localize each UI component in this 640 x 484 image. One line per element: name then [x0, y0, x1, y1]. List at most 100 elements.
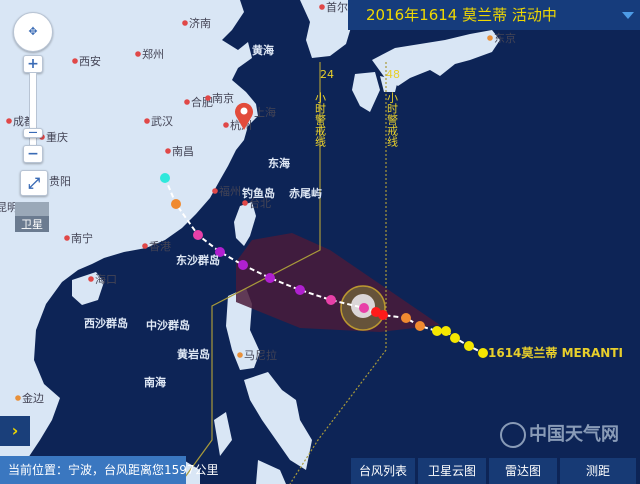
typhoon-track	[160, 173, 488, 358]
island-label-huangyan: 黄岩岛	[177, 347, 210, 361]
city-dot-icon	[184, 99, 190, 105]
track-point[interactable]	[295, 285, 305, 295]
city-label: 济南	[189, 16, 211, 30]
typhoon-selector[interactable]: 2016年1614 莫兰蒂 活动中	[348, 0, 640, 30]
philippines-south	[214, 372, 312, 484]
satellite-label: 卫星	[15, 216, 49, 232]
track-point[interactable]	[415, 321, 425, 331]
pan-control[interactable]: ✥	[13, 12, 53, 52]
fullscreen-button[interactable]: ⤢	[20, 170, 48, 196]
city-label: 贵阳	[49, 175, 71, 188]
city-dot-icon	[142, 243, 148, 249]
track-point[interactable]	[215, 247, 225, 257]
track-point[interactable]	[432, 326, 442, 336]
japan	[352, 30, 500, 112]
city-dot-icon	[223, 122, 229, 128]
sea-label-huanghai: 黄海	[252, 43, 274, 57]
city-dot-icon	[135, 51, 141, 57]
typhoon-title: 2016年1614 莫兰蒂 活动中	[366, 6, 557, 24]
track-point[interactable]	[450, 333, 460, 343]
city-dot-icon	[165, 148, 171, 154]
watermark-text: 中国天气网	[529, 424, 619, 445]
city-label: 南昌	[172, 145, 194, 158]
sea-label-donghai: 东海	[268, 156, 290, 170]
city-label: 重庆	[46, 130, 68, 144]
city-label: 武汉	[151, 115, 173, 128]
island-label-chiwei: 赤尾屿	[289, 186, 322, 200]
track-point[interactable]	[478, 348, 488, 358]
city-dot-icon	[319, 4, 325, 10]
track-point[interactable]	[378, 310, 388, 320]
city-label: 马尼拉	[244, 348, 277, 362]
track-point[interactable]	[171, 199, 181, 209]
mainland-china	[0, 0, 258, 484]
warning-line-24h	[179, 62, 321, 484]
track-point[interactable]	[238, 260, 248, 270]
sea-label-nanhai: 南海	[144, 375, 166, 389]
track-point[interactable]	[160, 173, 170, 183]
triangle-down-icon[interactable]	[622, 12, 634, 19]
track-point[interactable]	[326, 295, 336, 305]
logo-seal-icon	[500, 422, 526, 448]
track-point[interactable]	[464, 341, 474, 351]
city-dot-icon	[237, 352, 243, 358]
city-label: 金边	[22, 391, 44, 405]
philippines-luzon	[226, 288, 260, 370]
warning-48h-hours: 48	[386, 68, 400, 81]
city-dot-icon	[144, 118, 150, 124]
track-point[interactable]	[193, 230, 203, 240]
hainan-island	[72, 272, 104, 305]
track-point[interactable]	[441, 326, 451, 336]
forecast-cone	[236, 233, 440, 332]
warning-48h-text: 小时警戒线	[386, 92, 399, 147]
city-label: 首尔	[326, 0, 348, 14]
city-label: 南宁	[71, 231, 93, 245]
city-dot-icon	[64, 235, 70, 241]
city-dot-icon	[182, 20, 188, 26]
typhoon-list-button[interactable]: 台风列表	[351, 458, 415, 484]
city-dot-icon	[6, 118, 12, 124]
satellite-cloud-button[interactable]: 卫星云图	[418, 458, 486, 484]
city-dot-icon	[15, 395, 21, 401]
measure-distance-button[interactable]: 测距	[560, 458, 636, 484]
expand-panel-button[interactable]: ›	[0, 416, 30, 446]
zoom-slider-handle[interactable]: —	[23, 128, 43, 138]
warning-line-48h	[289, 62, 387, 484]
city-dot-icon	[212, 188, 218, 194]
island-label-xisha: 西沙群岛	[84, 316, 128, 330]
korea	[300, 0, 352, 58]
current-location-status: 当前位置：宁波，台风距离您1597公里	[0, 456, 219, 484]
track-point[interactable]	[359, 303, 369, 313]
city-dot-icon	[88, 276, 94, 282]
satellite-layer-button[interactable]: 卫星	[15, 202, 49, 232]
zoom-in-button[interactable]: +	[23, 55, 43, 73]
city-label: 东京	[494, 31, 516, 45]
typhoon-label: 1614莫兰蒂 MERANTI	[488, 345, 623, 360]
city-dot-icon	[205, 95, 211, 101]
city-dot-icon	[487, 35, 493, 41]
location-pin-icon[interactable]	[234, 102, 254, 130]
taiwan-island	[234, 202, 256, 246]
city-label: 香港	[149, 240, 171, 253]
city-label: 西安	[79, 54, 101, 68]
warning-24h-hours: 24	[320, 68, 334, 81]
city-label: 福州	[219, 184, 241, 198]
city-dot-icon	[242, 200, 248, 206]
radar-button[interactable]: 雷达图	[489, 458, 557, 484]
island-label-dongsha: 东沙群岛	[176, 253, 220, 267]
city-label: 台北	[249, 196, 271, 210]
track-point[interactable]	[401, 313, 411, 323]
island-label-zhongsha: 中沙群岛	[146, 318, 190, 332]
city-label: 海口	[95, 272, 117, 286]
watermark-logo: 中国天气网	[500, 420, 619, 448]
city-label: 上海	[254, 105, 276, 119]
zoom-out-button[interactable]: −	[23, 145, 43, 163]
island-label-diaoyu: 钓鱼岛	[242, 186, 275, 200]
city-label: 郑州	[142, 47, 164, 61]
city-label: 昆明	[0, 201, 18, 214]
warning-24h-text: 小时警戒线	[314, 92, 327, 147]
city-label: 南京	[212, 91, 234, 105]
city-dot-icon	[72, 58, 78, 64]
track-point[interactable]	[265, 273, 275, 283]
